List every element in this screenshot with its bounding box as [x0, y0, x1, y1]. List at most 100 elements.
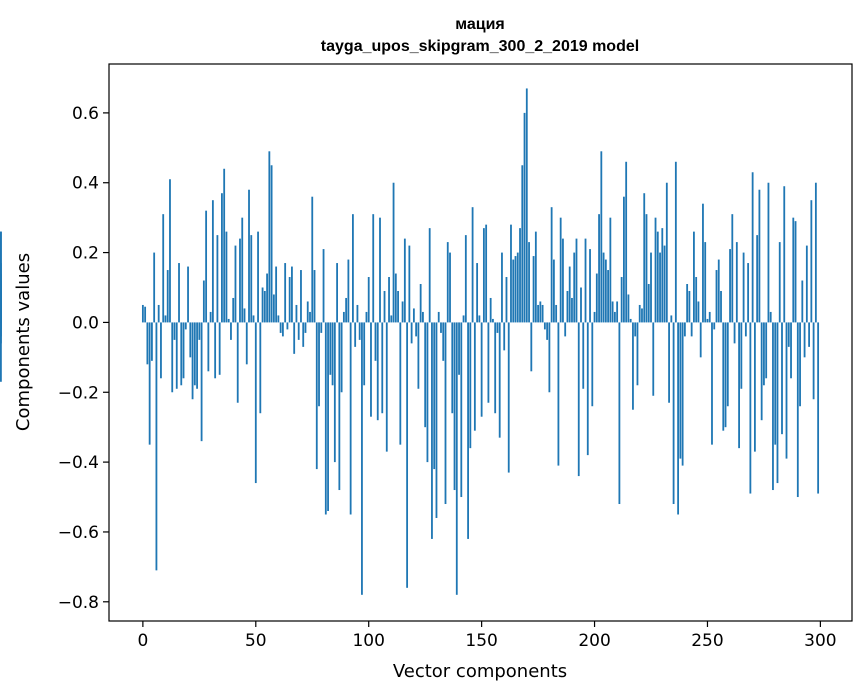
- bar-105: [379, 217, 381, 323]
- bar-30: [209, 311, 212, 323]
- bar-223: [645, 214, 648, 323]
- bar-161: [505, 277, 508, 323]
- bar-38: [227, 318, 230, 323]
- bar-41: [234, 245, 237, 323]
- bar-58: [272, 294, 275, 323]
- bar-211: [618, 322, 621, 505]
- bar-36: [223, 168, 226, 323]
- bar-141: [460, 322, 463, 498]
- bar-95: [356, 304, 359, 323]
- bar-205: [604, 259, 607, 323]
- bar-212: [620, 277, 623, 323]
- bar-178: [543, 322, 546, 330]
- bar-233: [668, 322, 670, 403]
- bar-94: [354, 322, 357, 347]
- bar-56: [268, 151, 271, 323]
- bar-188: [566, 290, 569, 323]
- bar-210: [616, 301, 619, 323]
- bar-79: [320, 322, 323, 333]
- bar-252: [711, 322, 713, 445]
- bar-173: [532, 256, 535, 323]
- bar-119: [410, 322, 413, 344]
- bar-39: [230, 322, 232, 340]
- bar-175: [537, 304, 539, 323]
- bar-198: [589, 249, 591, 323]
- bar-127: [428, 228, 431, 323]
- bar-104: [376, 322, 379, 421]
- bar-248: [702, 203, 704, 323]
- bar-2: [146, 322, 149, 365]
- bar-78: [318, 322, 320, 407]
- bar-9: [162, 214, 165, 323]
- x-tick-label: 50: [245, 631, 267, 651]
- bar-156: [494, 322, 497, 414]
- bar-120: [412, 308, 415, 323]
- bar-48: [250, 235, 253, 323]
- bar-97: [361, 322, 363, 595]
- y-tick-label: 0.4: [72, 174, 99, 194]
- bar-70: [300, 270, 302, 323]
- x-axis-ticks: 0 50 100 150 200 250 300: [137, 621, 837, 651]
- bar-171: [528, 242, 530, 323]
- bar-181: [550, 207, 553, 323]
- bar-292: [801, 280, 804, 323]
- bar-96: [358, 322, 361, 340]
- bar-239: [681, 322, 684, 466]
- bar-164: [512, 259, 515, 323]
- bar-88: [340, 322, 343, 393]
- bar-265: [740, 322, 743, 389]
- bar-73: [306, 301, 309, 323]
- bar-undefined: [0, 231, 2, 323]
- bar-242: [688, 290, 691, 323]
- bar-289: [794, 221, 797, 323]
- bar-260: [729, 249, 731, 323]
- bar-258: [724, 322, 727, 428]
- bar-139: [455, 322, 458, 595]
- bar-185: [559, 217, 562, 323]
- y-tick-label: −0.8: [58, 593, 99, 613]
- bar-57: [270, 165, 273, 323]
- bar-230: [661, 228, 664, 323]
- bar-7: [157, 304, 160, 323]
- bar-60: [277, 315, 280, 323]
- bar-183: [555, 304, 558, 323]
- bar-273: [758, 189, 761, 323]
- bar-72: [304, 322, 307, 333]
- bar-225: [650, 252, 652, 323]
- bar-86: [336, 263, 338, 323]
- bar-262: [733, 322, 736, 344]
- bar-undefined: [0, 322, 2, 337]
- bar-45: [243, 308, 246, 323]
- bar-114: [399, 322, 402, 445]
- bar-144: [467, 322, 469, 539]
- bar-29: [207, 322, 210, 372]
- bar-147: [473, 322, 476, 431]
- bar-286: [787, 322, 790, 347]
- bar-201: [595, 273, 598, 323]
- bar-241: [686, 284, 689, 323]
- bar-107: [383, 290, 386, 323]
- bar-67: [293, 322, 296, 354]
- bar-237: [677, 322, 680, 515]
- bar-71: [302, 322, 305, 347]
- bar-157: [496, 322, 499, 333]
- bar-98: [363, 322, 366, 386]
- bar-219: [636, 322, 639, 386]
- bar-189: [568, 266, 571, 323]
- bar-75: [311, 196, 314, 323]
- bar-110: [390, 315, 393, 323]
- bar-270: [751, 172, 754, 323]
- bar-12: [169, 179, 171, 323]
- bar-208: [611, 301, 614, 323]
- bar-24: [196, 322, 198, 389]
- bar-256: [720, 290, 722, 323]
- bar-193: [577, 322, 580, 477]
- bar-172: [530, 322, 533, 372]
- bar-82: [327, 322, 329, 511]
- bar-19: [184, 322, 187, 330]
- bar-272: [756, 235, 759, 323]
- y-axis-label: Components values: [13, 253, 34, 431]
- bar-123: [419, 284, 422, 323]
- bar-27: [202, 280, 205, 323]
